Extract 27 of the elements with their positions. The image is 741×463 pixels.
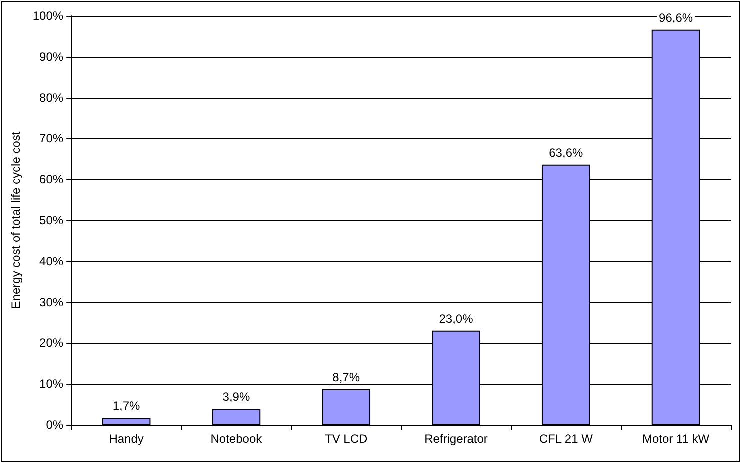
data-label: 63,6% xyxy=(549,146,584,160)
x-tick-label: Handy xyxy=(109,432,144,446)
bar xyxy=(322,389,371,425)
x-tick-label: Refrigerator xyxy=(424,432,488,446)
bar xyxy=(212,409,261,425)
y-tick-label: 0% xyxy=(46,418,64,432)
y-tick-label: 70% xyxy=(40,132,64,146)
x-tick-label: Notebook xyxy=(210,432,264,446)
y-tick-label: 20% xyxy=(40,336,64,350)
data-label: 23,0% xyxy=(439,312,474,326)
y-tick-label: 30% xyxy=(40,295,64,310)
x-tick-label: CFL 21 W xyxy=(539,432,594,446)
data-label: 8,7% xyxy=(332,370,360,384)
y-axis-title: Energy cost of total life cycle cost xyxy=(9,131,23,310)
x-tick-label: TV LCD xyxy=(325,432,368,446)
x-tick-label: Motor 11 kW xyxy=(642,432,710,446)
y-tick-label: 80% xyxy=(40,90,64,105)
data-label: 3,9% xyxy=(222,390,250,404)
y-tick-label: 40% xyxy=(40,254,64,268)
y-tick-label: 90% xyxy=(40,50,64,64)
data-label: 96,6% xyxy=(659,10,694,25)
bar xyxy=(102,418,151,425)
y-tick-label: 50% xyxy=(40,214,64,228)
y-tick-label: 100% xyxy=(32,9,64,23)
y-tick-label: 10% xyxy=(40,377,64,392)
y-tick-label: 60% xyxy=(40,172,64,187)
data-label: 1,7% xyxy=(112,399,141,414)
